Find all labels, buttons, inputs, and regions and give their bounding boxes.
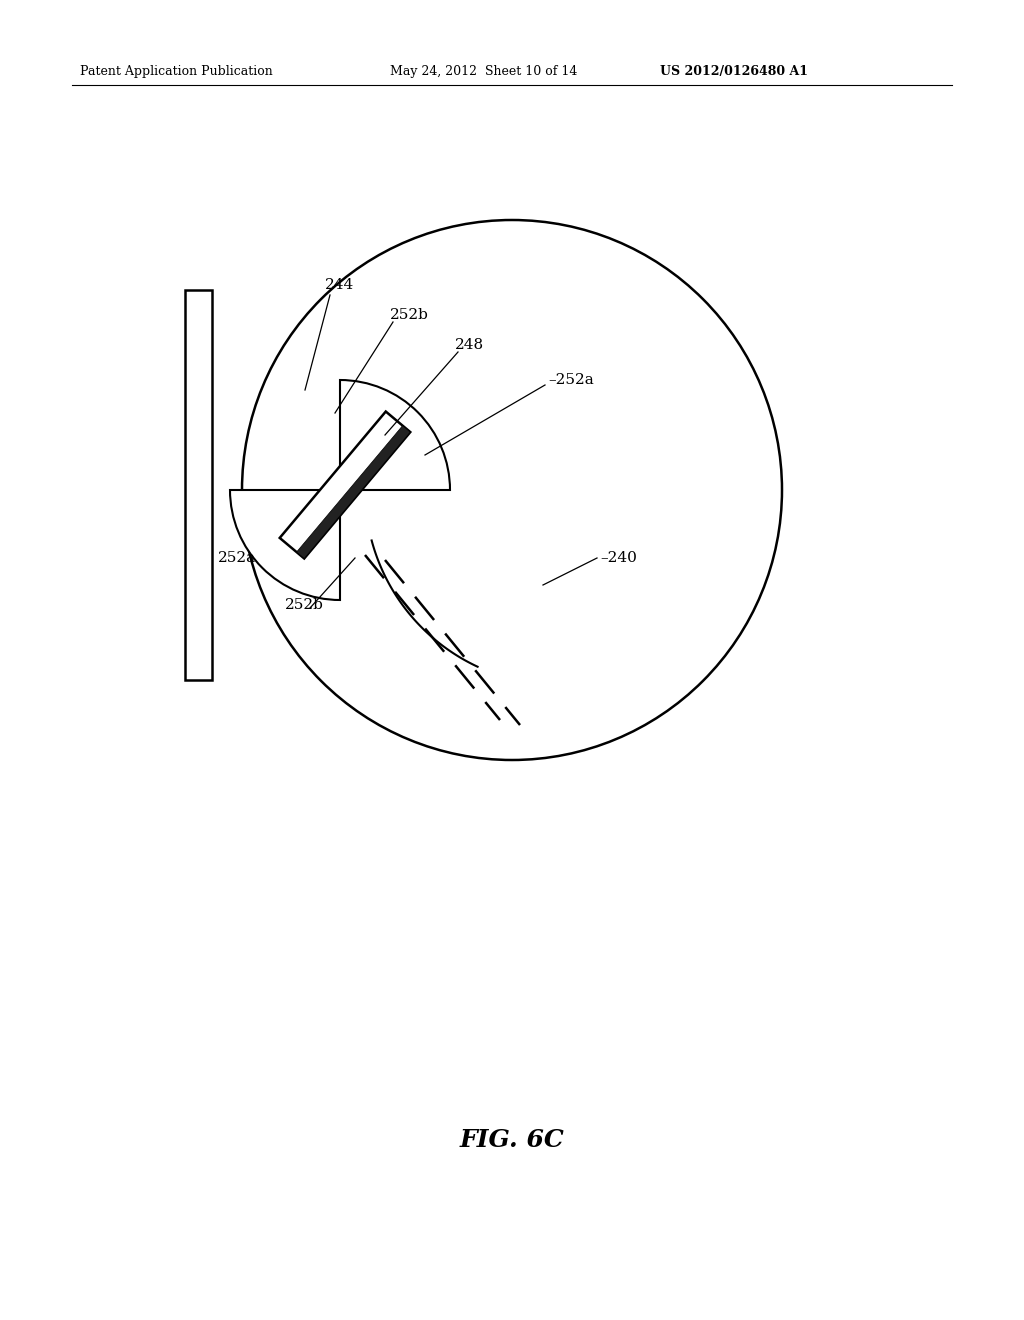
Polygon shape bbox=[297, 425, 411, 558]
Text: 252b: 252b bbox=[390, 308, 429, 322]
Wedge shape bbox=[230, 490, 340, 601]
Text: –240: –240 bbox=[600, 550, 637, 565]
Text: 252b: 252b bbox=[285, 598, 324, 612]
Wedge shape bbox=[340, 380, 450, 490]
Text: Patent Application Publication: Patent Application Publication bbox=[80, 66, 272, 78]
Polygon shape bbox=[280, 412, 411, 558]
Text: 252a: 252a bbox=[218, 550, 256, 565]
Text: US 2012/0126480 A1: US 2012/0126480 A1 bbox=[660, 66, 808, 78]
Text: –252a: –252a bbox=[548, 374, 594, 387]
Polygon shape bbox=[185, 290, 212, 680]
Text: 244: 244 bbox=[325, 279, 354, 292]
Text: May 24, 2012  Sheet 10 of 14: May 24, 2012 Sheet 10 of 14 bbox=[390, 66, 578, 78]
Text: 248: 248 bbox=[455, 338, 484, 352]
Text: FIG. 6C: FIG. 6C bbox=[460, 1129, 564, 1152]
